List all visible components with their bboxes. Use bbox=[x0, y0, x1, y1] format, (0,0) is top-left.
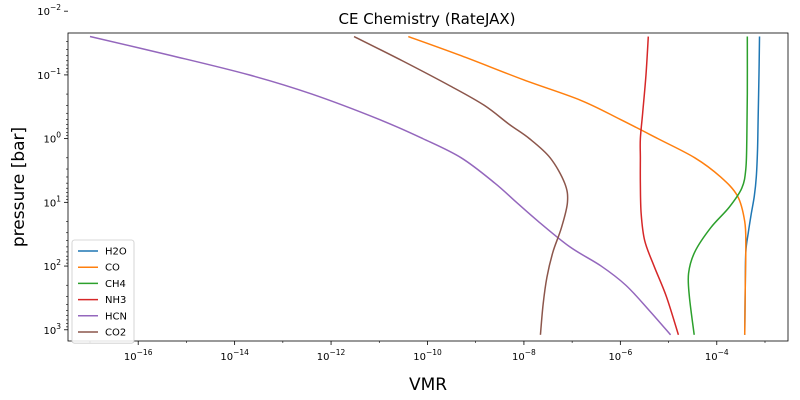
legend-label: CH4 bbox=[105, 279, 126, 290]
y-tick-label: 10−2 bbox=[37, 3, 61, 18]
legend: H2O CO CH4 NH3 HCN CO2 bbox=[71, 239, 135, 344]
y-axis-label: pressure [bar] bbox=[9, 127, 29, 247]
x-tick-label: 10−6 bbox=[608, 348, 632, 363]
x-axis-label: VMR bbox=[409, 375, 447, 395]
legend-box bbox=[71, 239, 135, 344]
plot-frame bbox=[67, 32, 789, 342]
y-tick-label: 10−1 bbox=[37, 67, 61, 82]
x-tick-label: 10−8 bbox=[512, 348, 536, 363]
chart-title: CE Chemistry (RateJAX) bbox=[338, 10, 515, 28]
legend-label: H2O bbox=[105, 247, 127, 258]
x-tick-label: 10−16 bbox=[124, 348, 153, 363]
x-tick-label: 10−4 bbox=[705, 348, 729, 363]
series-lines bbox=[89, 35, 761, 336]
legend-label: HCN bbox=[105, 311, 127, 322]
y-tick-label: 100 bbox=[43, 131, 61, 146]
series-line-nh3 bbox=[639, 36, 680, 336]
series-line-ch4 bbox=[687, 36, 749, 335]
series-line-co2 bbox=[353, 35, 569, 335]
legend-label: CO bbox=[105, 263, 120, 274]
legend-label: NH3 bbox=[105, 295, 126, 306]
x-tick-label: 10−14 bbox=[220, 348, 249, 363]
x-tick-label: 10−10 bbox=[413, 348, 442, 363]
axis-ticks: 10−16 10−14 10−12 10−10 10−8 10−6 10−4 10−2 10−1… bbox=[37, 3, 766, 363]
series-line-co bbox=[408, 35, 747, 335]
y-tick-label: 101 bbox=[43, 194, 61, 209]
y-tick-label: 103 bbox=[43, 322, 61, 337]
series-line-hcn bbox=[89, 35, 672, 336]
legend-label: CO2 bbox=[105, 328, 126, 339]
x-tick-label: 10−12 bbox=[317, 348, 346, 363]
y-tick-label: 102 bbox=[43, 258, 61, 273]
